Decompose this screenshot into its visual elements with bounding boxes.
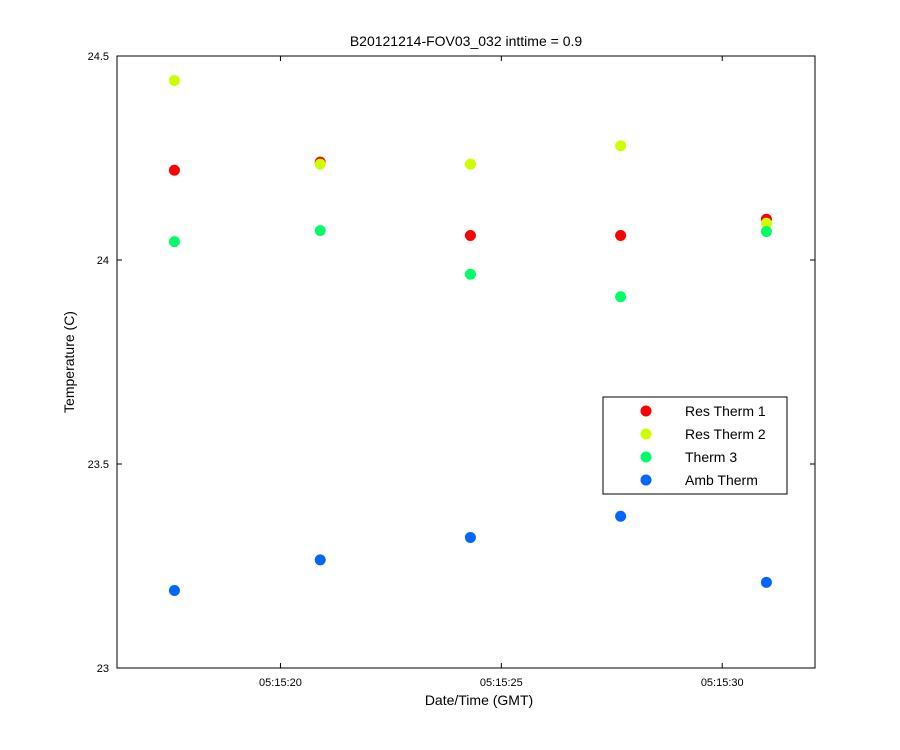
point-res-therm-1 [615,230,627,242]
x-axis-label: Date/Time (GMT) [425,692,533,708]
legend: Res Therm 1 Res Therm 2 Therm 3 Amb Therm [602,396,788,495]
point-res-therm-2 [314,158,326,170]
legend-label-amb-therm: Amb Therm [685,472,758,488]
point-therm-3 [760,225,772,237]
plot-background [117,56,815,668]
legend-marker-res-therm-1 [640,405,652,417]
point-res-therm-2 [464,158,476,170]
legend-marker-res-therm-2 [640,428,652,440]
plot-frame [116,55,816,669]
point-amb-therm [168,584,180,596]
legend-marker-amb-therm [640,474,652,486]
y-tick-label: 24.5 [88,51,109,63]
legend-marker-therm-3 [640,451,652,463]
point-amb-therm [615,510,627,522]
x-tick-label: 05:15:30 [701,677,744,689]
point-res-therm-2 [615,140,627,152]
legend-label-res-therm-2: Res Therm 2 [685,426,766,442]
axis-ticks: 05:15:20 05:15:25 05:15:30 23 23.5 24 24.5 [88,51,815,689]
y-axis-label: Temperature (C) [61,311,77,413]
point-amb-therm [464,531,476,543]
legend-box [602,396,788,495]
legend-label-therm-3: Therm 3 [685,449,737,465]
x-tick-label: 05:15:20 [259,677,302,689]
point-res-therm-2 [760,217,772,229]
point-res-therm-1 [168,164,180,176]
point-therm-3 [615,291,627,303]
legend-label-res-therm-1: Res Therm 1 [685,403,766,419]
point-therm-3 [168,236,180,248]
point-res-therm-2 [168,74,180,86]
point-therm-3 [464,268,476,280]
y-tick-label: 23 [97,663,109,675]
point-amb-therm [314,554,326,566]
point-amb-therm [760,576,772,588]
chart-title: B20121214-FOV03_032 inttime = 0.9 [350,33,583,49]
y-tick-label: 24 [97,255,109,267]
x-tick-label: 05:15:25 [480,677,523,689]
point-therm-3 [314,225,326,237]
point-res-therm-1 [464,230,476,242]
y-tick-label: 23.5 [88,459,109,471]
data-points [168,74,772,596]
